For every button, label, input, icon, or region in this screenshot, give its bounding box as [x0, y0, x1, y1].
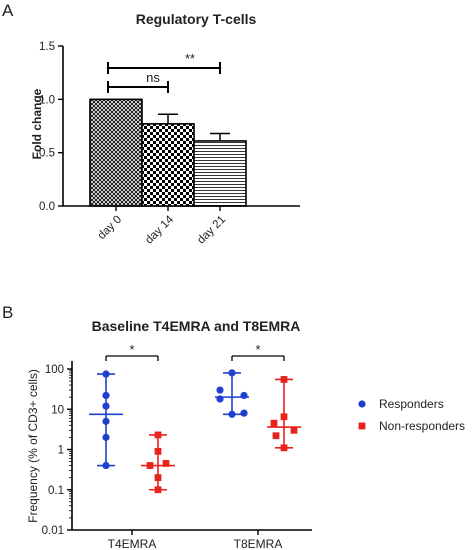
- chart-b-point-responder: [102, 391, 110, 400]
- chart-a-xtick-label: day 21: [195, 214, 228, 247]
- chart-b-point-non-responder: [280, 444, 288, 452]
- chart-b-point-responder: [102, 433, 110, 441]
- chart-b-xtick-label: T4EMRA: [108, 537, 157, 550]
- chart-b-sig-label: *: [255, 342, 260, 357]
- chart-a-significance: ns **: [107, 51, 221, 93]
- chart-b-ytick-label: 1: [58, 445, 64, 457]
- chart-a-bar: [193, 140, 247, 207]
- chart-b-ylabel: Frequency (% of CD3+ cells): [26, 369, 40, 523]
- chart-a-bars: [89, 98, 247, 207]
- chart-b-point-non-responder: [154, 486, 162, 494]
- chart-b-x-axis: T4EMRA T8EMRA: [108, 530, 283, 550]
- chart-b-title: Baseline T4EMRA and T8EMRA: [92, 318, 301, 334]
- chart-a-x-axis: day 0 day 14 day 21: [96, 206, 228, 247]
- chart-b-point-non-responder: [154, 474, 162, 482]
- chart-b-point-non-responder: [280, 376, 288, 383]
- chart-b-significance: * *: [105, 342, 285, 361]
- legend-label: Non-responders: [379, 419, 465, 433]
- panel-a-letter: A: [2, 1, 14, 20]
- chart-b-point-responder: [102, 417, 110, 425]
- chart-b-point-non-responder: [290, 426, 298, 434]
- chart-b-ytick-label: 100: [45, 364, 64, 376]
- chart-b-point-non-responder: [280, 413, 288, 421]
- chart-b-point-non-responder: [272, 432, 280, 440]
- chart-a-bar: [141, 123, 195, 207]
- chart-a-ytick-label: 0.5: [39, 148, 55, 160]
- panel-b: B Baseline T4EMRA and T8EMRA Frequency (…: [2, 303, 465, 550]
- chart-a-xtick-label: day 14: [143, 213, 176, 246]
- panel-b-letter: B: [2, 303, 13, 322]
- chart-a-ylabel: Fold change: [30, 88, 44, 159]
- chart-a-bar: [89, 98, 143, 207]
- chart-b-legend: Responders Non-responders: [358, 397, 465, 433]
- chart-a-ytick-label: 0.0: [39, 201, 55, 213]
- chart-b-ytick-label: 0.01: [42, 525, 64, 537]
- chart-b-sig-label: *: [129, 342, 134, 357]
- chart-b-point-responder: [240, 391, 248, 400]
- chart-b-point-responder: [216, 395, 224, 403]
- chart-b-point-non-responder: [154, 447, 162, 455]
- chart-b-point-responder: [102, 370, 110, 378]
- chart-a-sig-label: **: [185, 51, 195, 66]
- chart-a-ytick-label: 1.0: [39, 94, 55, 106]
- chart-a-xtick-label: day 0: [96, 214, 124, 242]
- chart-a-ytick-label: 1.5: [39, 41, 55, 53]
- legend-label: Responders: [379, 397, 444, 411]
- chart-b-point-responder: [228, 369, 236, 377]
- chart-b-ytick-label: 0.1: [48, 485, 64, 497]
- legend-responders-marker: [358, 400, 366, 408]
- chart-b-xtick-label: T8EMRA: [234, 537, 283, 550]
- chart-a-title: Regulatory T-cells: [136, 11, 257, 27]
- chart-b-points: [89, 369, 301, 494]
- panel-a: A Regulatory T-cells Fold change 0.0 0.5 1…: [2, 1, 300, 247]
- chart-b-y-axis: 0.01 0.1 1 10 100: [42, 361, 312, 537]
- chart-b-ytick-label: 10: [51, 404, 64, 416]
- chart-b-point-responder: [102, 461, 110, 470]
- chart-b-point-responder: [240, 409, 248, 417]
- legend-non-responders-marker: [358, 422, 366, 430]
- chart-b-point-non-responder: [270, 419, 278, 427]
- chart-b-point-responder: [216, 386, 224, 394]
- chart-b-point-non-responder: [146, 462, 154, 469]
- chart-a-sig-label: ns: [146, 70, 160, 85]
- chart-b-point-responder: [102, 402, 110, 410]
- chart-b-point-non-responder: [162, 460, 170, 467]
- chart-b-point-non-responder: [154, 431, 162, 439]
- chart-b-point-responder: [228, 410, 236, 418]
